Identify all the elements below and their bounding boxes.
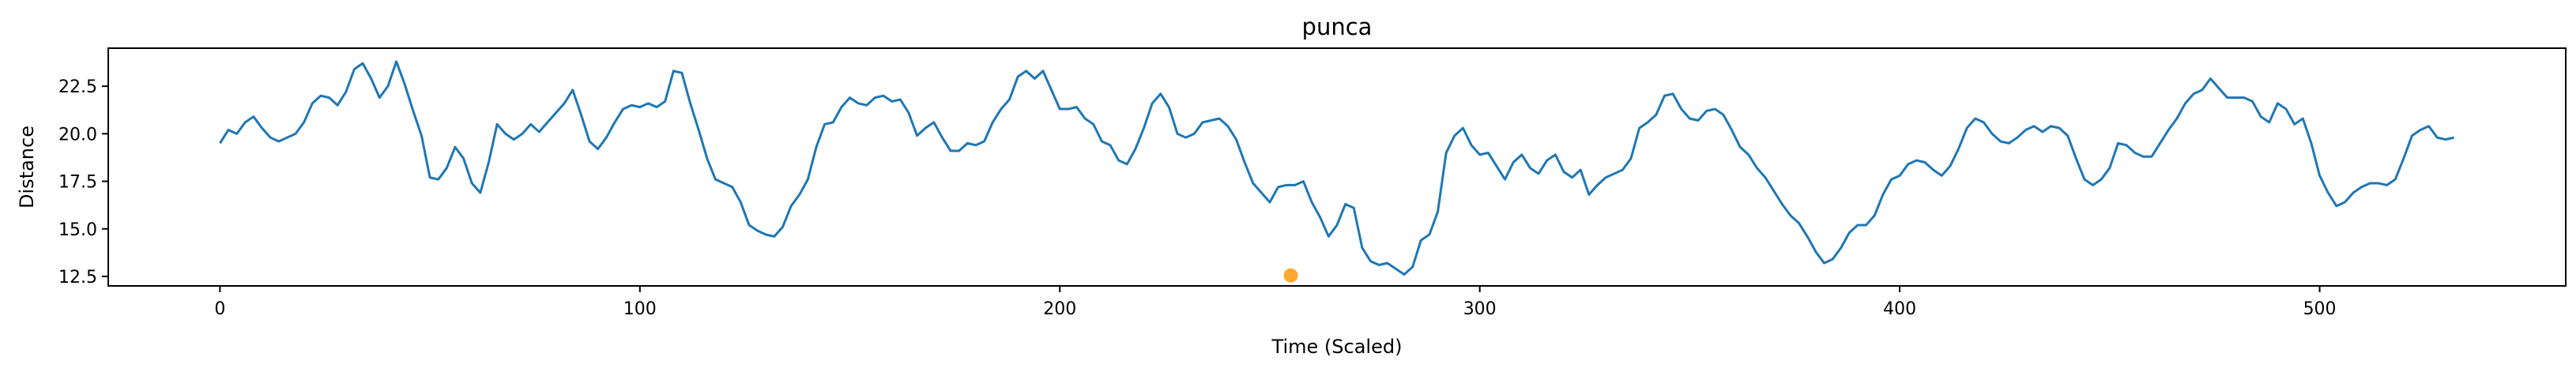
x-axis-label: Time (Scaled) — [1271, 336, 1403, 358]
x-axis-ticks: 0 100 200 300 400 500 — [214, 286, 2337, 319]
plot-area — [108, 48, 2566, 286]
y-tick-label: 12.5 — [58, 268, 97, 287]
highlight-layer — [1283, 268, 1298, 283]
y-axis-ticks: 12.5 15.0 17.5 20.0 22.5 — [58, 77, 108, 287]
y-tick-label: 22.5 — [58, 77, 97, 97]
x-tick-label: 400 — [1883, 299, 1916, 319]
chart-title: punca — [1302, 13, 1373, 40]
y-tick-label: 15.0 — [58, 220, 97, 240]
x-tick-label: 500 — [2303, 299, 2337, 319]
series-line-distance — [219, 60, 2454, 276]
plot-frame — [107, 47, 2567, 287]
y-tick-label: 20.0 — [58, 125, 97, 145]
y-tick-label: 17.5 — [58, 173, 97, 193]
minimum-point-marker — [1283, 268, 1298, 283]
x-tick-label: 300 — [1463, 299, 1497, 319]
y-axis-label: Distance — [16, 126, 38, 209]
x-tick-label: 200 — [1043, 299, 1076, 319]
x-tick-label: 0 — [214, 299, 225, 319]
series-layer — [219, 60, 2454, 276]
x-tick-label: 100 — [623, 299, 657, 319]
